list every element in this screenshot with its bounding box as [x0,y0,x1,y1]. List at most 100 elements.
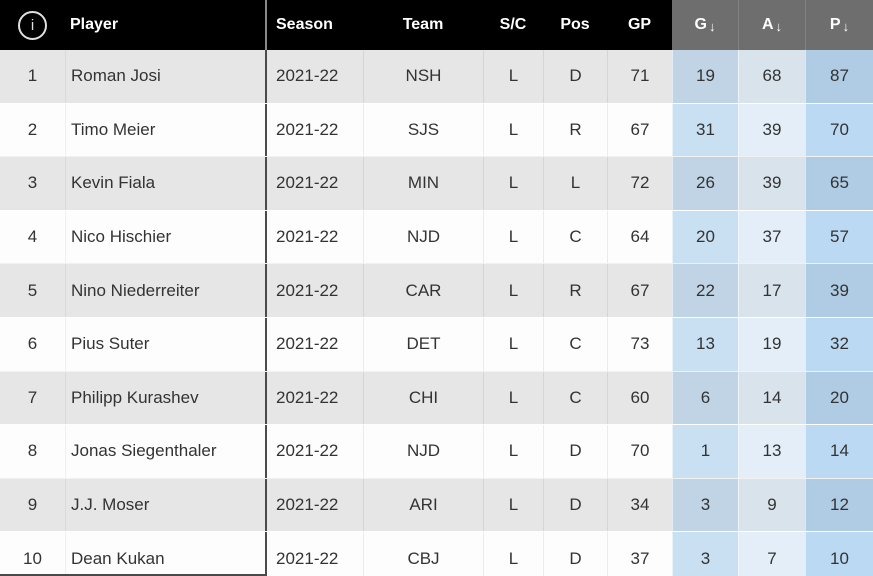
column-header-team[interactable]: Team [402,16,444,33]
shoots-catches-cell: L [483,425,543,478]
team-cell: MIN [363,157,483,210]
position-cell: C [543,317,607,371]
shoots-catches-cell: L [483,532,543,576]
assists-cell: 19 [738,317,805,371]
column-header-points[interactable]: P ↓ [805,0,873,50]
goals-cell: 20 [672,210,738,264]
shoots-catches-cell: L [483,264,543,317]
team-cell: NSH [363,50,483,103]
goals-cell: 19 [672,50,738,103]
goals-cell: 1 [672,425,738,478]
player-name-cell[interactable]: Pius Suter [65,317,267,371]
points-cell: 39 [805,264,873,317]
column-header-season[interactable]: Season [276,16,333,33]
rank-cell: 7 [27,387,38,407]
team-cell: SJS [363,103,483,157]
shoots-catches-cell: L [483,210,543,264]
table-row: 7 Philipp Kurashev 2021-22 CHI L C 60 6 … [0,370,873,425]
table-row: 10 Dean Kukan 2021-22 CBJ L D 37 3 7 10 [0,531,873,576]
column-header-position[interactable]: Pos [560,16,590,33]
season-cell: 2021-22 [276,66,339,86]
goals-cell: 3 [672,532,738,576]
position-cell: R [543,103,607,157]
team-cell: NJD [363,425,483,478]
team-cell: ARI [363,478,483,532]
column-header-assists[interactable]: A ↓ [738,0,805,50]
position-cell: R [543,264,607,317]
player-name-cell[interactable]: Jonas Siegenthaler [65,425,267,478]
shoots-catches-cell: L [483,157,543,210]
season-cell: 2021-22 [276,280,339,300]
goals-header-label: G [694,16,707,33]
assists-header-label: A [761,16,774,33]
season-cell: 2021-22 [276,334,339,354]
column-header-shoots-catches[interactable]: S/C [499,16,527,33]
season-cell: 2021-22 [276,548,339,568]
table-body: 1 Roman Josi 2021-22 NSH L D 71 19 68 87… [0,50,873,576]
assists-cell: 13 [738,425,805,478]
column-header-goals[interactable]: G ↓ [672,0,738,50]
games-played-cell: 37 [607,532,672,576]
games-played-cell: 64 [607,210,672,264]
position-cell: C [543,371,607,425]
player-name-cell[interactable]: Philipp Kurashev [65,371,267,425]
games-played-cell: 73 [607,317,672,371]
player-name-cell[interactable]: Dean Kukan [65,532,267,576]
rank-cell: 5 [27,280,38,300]
goals-cell: 26 [672,157,738,210]
column-header-player[interactable]: Player [65,0,267,50]
games-played-cell: 67 [607,264,672,317]
table-row: 4 Nico Hischier 2021-22 NJD L C 64 20 37… [0,209,873,264]
position-cell: L [543,157,607,210]
sort-descending-icon: ↓ [842,18,850,34]
rank-cell: 8 [27,441,38,461]
player-name-cell[interactable]: Kevin Fiala [65,157,267,210]
rank-cell: 6 [27,334,38,354]
sort-descending-icon: ↓ [708,18,716,34]
team-cell: CAR [363,264,483,317]
table-row: 9 J.J. Moser 2021-22 ARI L D 34 3 9 12 [0,477,873,532]
rank-cell: 4 [27,227,38,247]
goals-cell: 31 [672,103,738,157]
team-cell: DET [363,317,483,371]
games-played-cell: 34 [607,478,672,532]
position-cell: C [543,210,607,264]
games-played-cell: 70 [607,425,672,478]
assists-cell: 7 [738,532,805,576]
player-name-cell[interactable]: Nico Hischier [65,210,267,264]
points-cell: 65 [805,157,873,210]
games-played-cell: 67 [607,103,672,157]
table-row: 1 Roman Josi 2021-22 NSH L D 71 19 68 87 [0,50,873,103]
player-name-cell[interactable]: Roman Josi [65,50,267,103]
table-bottom-edge [0,574,267,576]
assists-cell: 39 [738,157,805,210]
rank-cell: 3 [27,173,38,193]
shoots-catches-cell: L [483,371,543,425]
table-row: 6 Pius Suter 2021-22 DET L C 73 13 19 32 [0,316,873,371]
shoots-catches-cell: L [483,103,543,157]
assists-cell: 17 [738,264,805,317]
rank-cell: 2 [27,119,38,139]
assists-cell: 9 [738,478,805,532]
player-name-cell[interactable]: Nino Niederreiter [65,264,267,317]
team-cell: NJD [363,210,483,264]
rank-cell: 10 [23,548,42,568]
rank-cell: 9 [27,495,38,515]
info-icon[interactable]: i [18,10,47,40]
points-cell: 57 [805,210,873,264]
player-name-cell[interactable]: Timo Meier [65,103,267,157]
goals-cell: 13 [672,317,738,371]
player-name-cell[interactable]: J.J. Moser [65,478,267,532]
season-cell: 2021-22 [276,227,339,247]
position-cell: D [543,478,607,532]
column-header-games-played[interactable]: GP [627,16,652,33]
info-header-cell[interactable]: i [0,0,65,50]
position-cell: D [543,50,607,103]
goals-cell: 3 [672,478,738,532]
points-header-label: P [829,16,841,33]
shoots-catches-cell: L [483,478,543,532]
sort-descending-icon: ↓ [775,18,783,34]
points-cell: 14 [805,425,873,478]
season-cell: 2021-22 [276,495,339,515]
